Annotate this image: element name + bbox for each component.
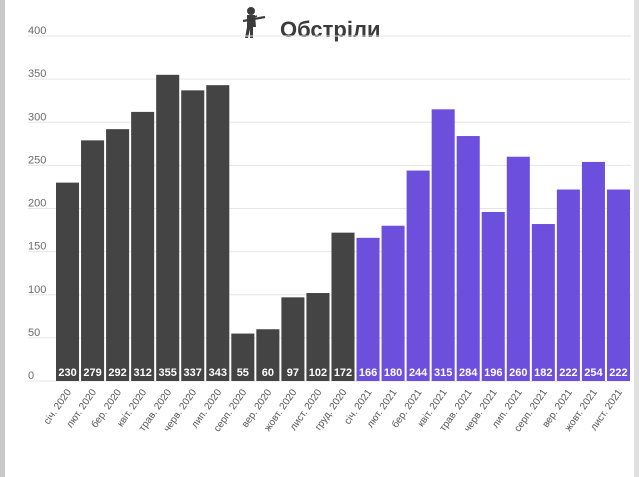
bar [131, 111, 155, 382]
y-tick-label: 100 [28, 284, 46, 296]
bar-value-label: 182 [534, 367, 552, 379]
bar [456, 136, 480, 381]
y-tick-label: 300 [28, 111, 46, 123]
bar-value-label: 60 [262, 367, 274, 379]
bar-value-label: 244 [409, 367, 428, 379]
bar [281, 297, 305, 381]
bar-value-label: 102 [309, 367, 327, 379]
bar [306, 293, 330, 381]
bar-value-label: 284 [459, 367, 478, 379]
bar-value-label: 222 [559, 367, 577, 379]
bar-value-label: 337 [184, 367, 202, 379]
bar [381, 225, 405, 381]
bars [56, 74, 630, 382]
bar-value-label: 196 [484, 367, 502, 379]
bar [156, 74, 180, 381]
y-tick-label: 200 [28, 198, 46, 210]
y-tick-label: 0 [28, 370, 34, 382]
bar [181, 90, 205, 382]
bar-value-label: 279 [83, 367, 101, 379]
bar [581, 161, 605, 381]
bar-value-label: 230 [58, 367, 76, 379]
bar [531, 224, 555, 381]
chart-title-group: Обстріли [242, 7, 380, 42]
bar-value-label: 315 [434, 367, 452, 379]
y-tick-label: 400 [28, 25, 46, 37]
bar-value-label: 312 [133, 367, 151, 379]
bar-value-label: 55 [237, 367, 249, 379]
bar [106, 129, 130, 381]
bar [206, 85, 230, 381]
bar-value-label: 166 [359, 367, 377, 379]
bar [431, 109, 455, 381]
bar [356, 237, 380, 381]
y-tick-label: 150 [28, 241, 46, 253]
left-border [0, 0, 5, 477]
y-tick-label: 250 [28, 154, 46, 166]
bar [256, 329, 280, 381]
bar-value-label: 180 [384, 367, 402, 379]
bar [56, 182, 80, 381]
bar-value-label: 172 [334, 367, 352, 379]
y-tick-label: 350 [28, 68, 46, 80]
soldier-with-rifle-icon [242, 7, 266, 38]
bar-value-label: 343 [209, 367, 227, 379]
bar [81, 140, 105, 381]
bar-value-label: 97 [287, 367, 299, 379]
bar [481, 211, 505, 381]
bar-value-label: 260 [509, 367, 527, 379]
bar [406, 170, 430, 381]
bar-value-label: 355 [159, 367, 177, 379]
bar [231, 333, 255, 381]
bar-value-label: 222 [609, 367, 627, 379]
bar-value-label: 292 [108, 367, 126, 379]
bar [606, 189, 630, 381]
bar [331, 232, 355, 381]
y-tick-label: 50 [28, 327, 40, 339]
bar [506, 156, 530, 381]
y-axis: 0 50 100 150 200 250 300 350 400 [28, 25, 46, 382]
chart-title: Обстріли [280, 17, 380, 42]
value-labels: 230 279 292 312 355 337 343 55 60 97 102 172 166 180 2… [58, 367, 627, 379]
right-border [634, 0, 639, 477]
bar [556, 189, 580, 381]
bar-value-label: 254 [584, 367, 603, 379]
